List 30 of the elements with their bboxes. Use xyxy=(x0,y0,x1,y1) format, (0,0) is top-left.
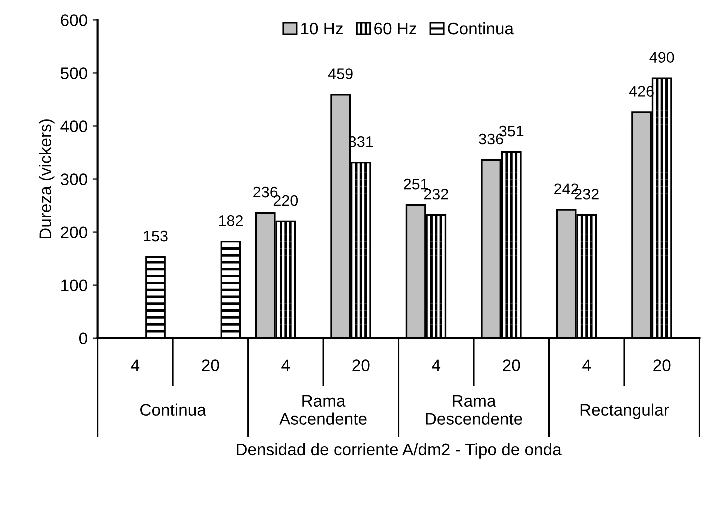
x-tick-label: 20 xyxy=(503,360,520,372)
text: Rama Descendente xyxy=(426,395,522,425)
text: Rama Ascendente xyxy=(280,395,367,425)
legend-label: Continua xyxy=(448,22,514,35)
legend-label: 10 Hz xyxy=(301,22,343,35)
y-axis-title: Dureza (vickers) xyxy=(39,120,55,239)
text: Continua xyxy=(140,404,206,416)
x-tick-label: 4 xyxy=(432,360,441,372)
x-tick-label: 4 xyxy=(282,360,290,372)
y-tick-label: 400 xyxy=(60,120,88,132)
y-tick-label: 200 xyxy=(61,226,88,239)
y-tick-label: 300 xyxy=(60,174,88,186)
y-tick-label: 100 xyxy=(62,280,88,292)
x-tick-label: 4 xyxy=(582,360,592,372)
data-label: 459 xyxy=(328,68,353,80)
data-label: 153 xyxy=(144,230,168,242)
data-label: 232 xyxy=(424,188,448,200)
legend-label: 60 Hz xyxy=(374,22,416,35)
y-tick-label: 600 xyxy=(61,14,88,26)
y-tick-label: 500 xyxy=(60,68,88,80)
x-tick-label: 20 xyxy=(654,360,671,372)
data-label: 490 xyxy=(650,52,674,64)
x-tick-label: 4 xyxy=(131,360,140,372)
x-axis-title: Densidad de corriente A/dm2 - Tipo de onda xyxy=(237,443,562,459)
text: Rectangular xyxy=(580,404,670,420)
x-tick-label: 20 xyxy=(202,360,220,372)
data-label: 182 xyxy=(219,216,243,226)
x-tick-label: 20 xyxy=(352,360,370,372)
y-tick-label: 0 xyxy=(79,332,88,345)
data-label: 251 xyxy=(404,178,428,190)
